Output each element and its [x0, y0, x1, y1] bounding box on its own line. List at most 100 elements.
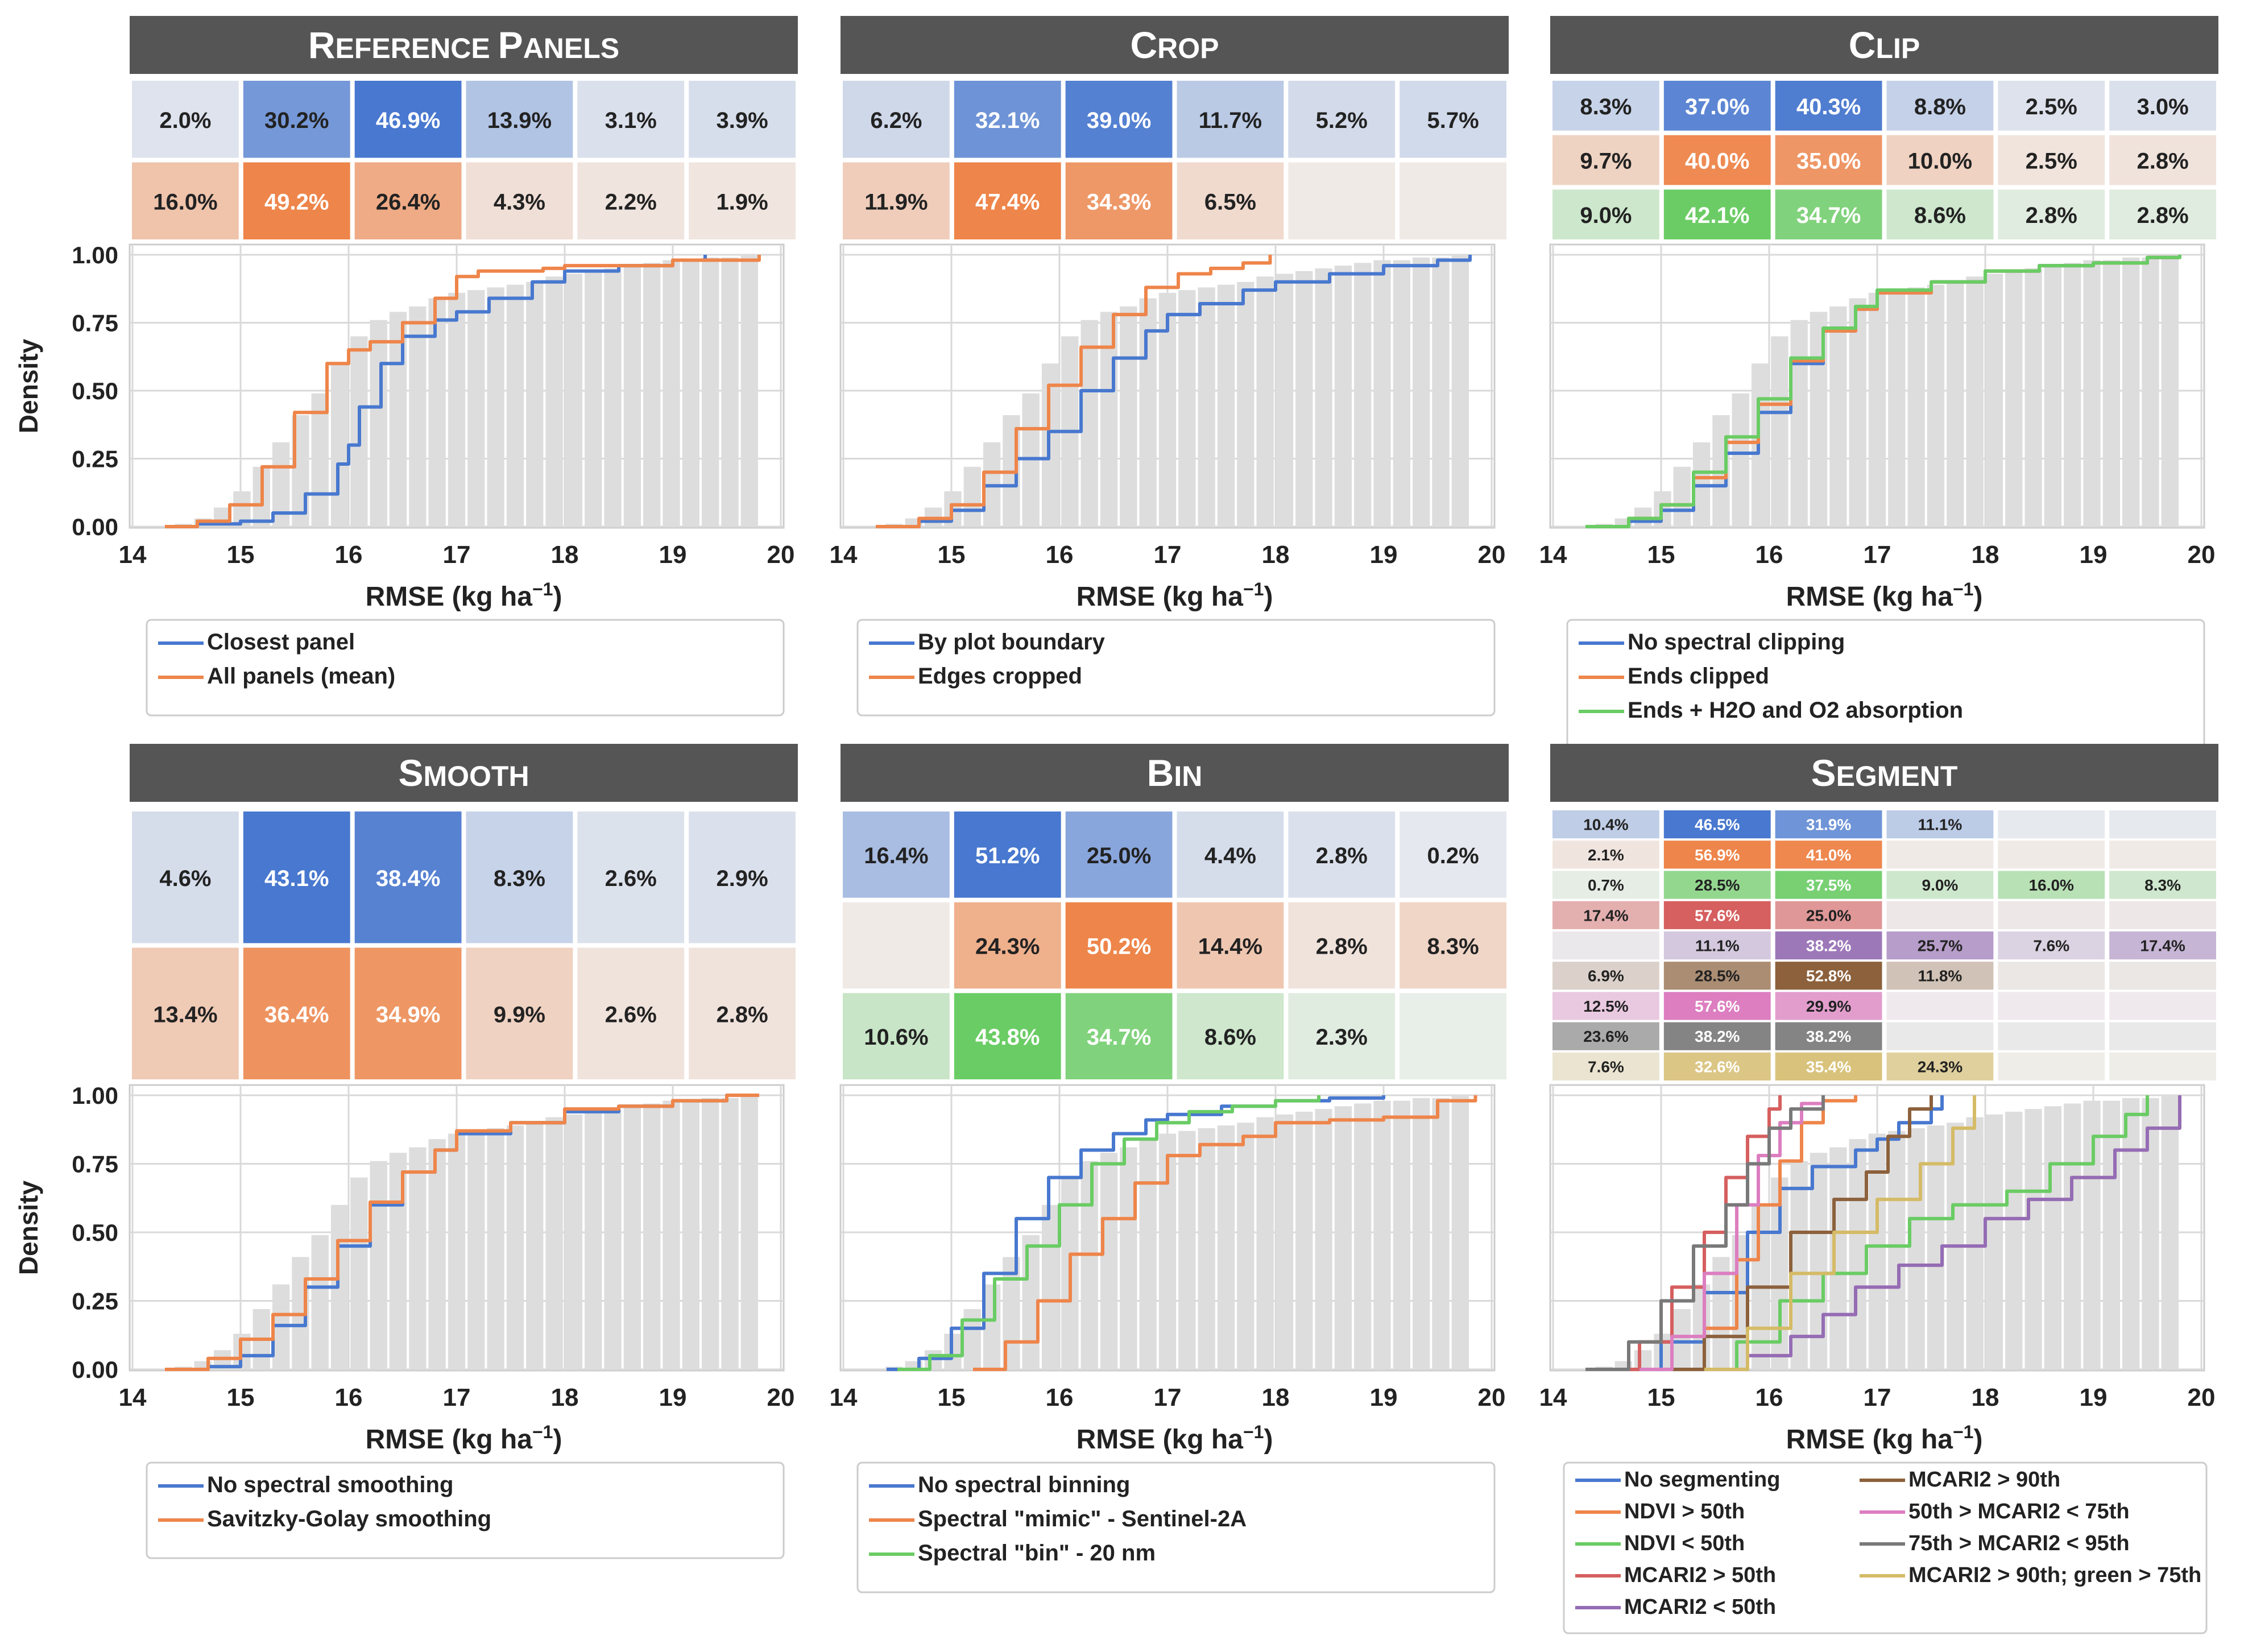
heatmap-value: 12.5%	[1583, 997, 1628, 1015]
heatmap-cell	[1775, 962, 1882, 990]
hist-bar	[1315, 268, 1332, 527]
heatmap-cell	[954, 162, 1061, 239]
x-tick-label: 18	[1972, 541, 1999, 569]
legend-label: MCARI2 > 90th	[1908, 1468, 2060, 1492]
heatmap-cell	[1663, 81, 1771, 131]
hist-bar	[1315, 1109, 1332, 1369]
heatmap-cell	[1775, 901, 1882, 929]
heatmap-value: 35.4%	[1806, 1058, 1851, 1075]
legend: No spectral clipping Ends clipped Ends + H…	[1566, 619, 2205, 751]
x-tick-label: 17	[1154, 541, 1182, 569]
heatmap-cell	[1886, 901, 1994, 929]
heatmap-value: 7.6%	[2033, 937, 2069, 955]
heatmap-value: 43.1%	[264, 866, 329, 891]
heatmap-value: 52.8%	[1806, 967, 1851, 985]
hist-bar	[565, 274, 583, 527]
hist-bar	[1295, 271, 1313, 527]
y-tick-label: 0.00	[72, 1356, 118, 1383]
hist-bar	[1673, 1309, 1691, 1369]
hist-bar	[1393, 260, 1411, 527]
heatmap-value: 51.2%	[975, 843, 1040, 868]
x-tick-label: 14	[1539, 541, 1567, 569]
panel-title: SEGMENT	[1811, 752, 1958, 794]
hist-bar	[1080, 320, 1098, 527]
heatmap-cell	[1663, 931, 1771, 960]
hist-bar	[702, 257, 719, 527]
heatmap-value: 8.3%	[1580, 94, 1632, 119]
hist-bar	[1966, 1117, 1984, 1369]
x-axis-label: RMSE (kg ha−1)	[1786, 579, 1983, 612]
heatmap-value: 29.9%	[1806, 997, 1851, 1015]
hist-bar	[623, 266, 641, 527]
hist-bar	[506, 1125, 524, 1369]
heatmap-value: 14.4%	[1198, 934, 1262, 959]
heatmap-cell	[1998, 992, 2105, 1020]
y-tick-label: 0.25	[72, 1288, 118, 1315]
hist-bar	[1829, 1147, 1847, 1369]
series-line	[165, 255, 707, 528]
legend-label: 75th > MCARI2 < 95th	[1908, 1531, 2130, 1555]
heatmap-value: 40.0%	[1685, 149, 1749, 174]
heatmap-value: 11.8%	[1918, 967, 1962, 985]
heatmap-cell	[354, 162, 462, 239]
hist-bar	[311, 393, 329, 527]
heatmap-cell	[1177, 811, 1284, 898]
heatmap-cell	[2109, 81, 2216, 131]
hist-bar	[1334, 266, 1352, 527]
heatmap-value: 49.2%	[264, 189, 329, 214]
heatmap-cell	[1663, 1052, 1771, 1080]
series-line	[876, 255, 1272, 528]
heatmap-cell	[1775, 81, 1882, 131]
hist-bar	[487, 1128, 504, 1369]
hist-bar	[1276, 274, 1294, 527]
panel-title-bar	[841, 16, 1509, 74]
panel-title-bar	[1550, 744, 2218, 802]
heatmap-value: 28.5%	[1695, 876, 1740, 894]
heatmap-value: 9.7%	[1580, 149, 1632, 174]
heatmap-cell	[843, 993, 950, 1079]
heatmap-value: 17.4%	[2140, 937, 2185, 955]
hist-bar	[506, 284, 524, 527]
legend-box	[146, 619, 785, 717]
heatmap-value: 34.3%	[1087, 189, 1151, 214]
hist-bar	[1178, 290, 1196, 527]
hist-bar	[1139, 298, 1157, 527]
legend-label: Spectral "mimic" - Sentinel-2A	[918, 1506, 1247, 1531]
panel-segment: SEGMENT 10.4% 46.5% 31.9% 11.1% 2.1% 56.9% 41.0…	[1539, 744, 2218, 1634]
hist-bar	[1849, 1139, 1866, 1369]
legend-label: Closest panel	[207, 630, 355, 655]
panel-clip: CLIP 8.3% 37.0% 40.3% 8.8% 2.5% 3.0% 9.7% 40.0% 3…	[1539, 16, 2218, 751]
panel-title-bar	[1550, 16, 2218, 74]
heatmap-value: 0.2%	[1427, 843, 1479, 868]
hist-bar	[1354, 1103, 1372, 1369]
heatmap-cell	[1663, 871, 1771, 899]
hist-bar	[2142, 1098, 2159, 1369]
heatmap-value: 43.8%	[975, 1025, 1040, 1050]
hist-bar	[1432, 257, 1450, 527]
hist-bar	[1393, 1100, 1411, 1369]
x-tick-label: 15	[938, 1384, 966, 1411]
heatmap-value: 34.7%	[1796, 203, 1861, 228]
heatmap-cell	[1065, 993, 1173, 1079]
heatmap-cell	[132, 162, 239, 239]
legend-label: By plot boundary	[918, 630, 1106, 655]
heatmap-cell	[1552, 81, 1659, 131]
x-tick-label: 20	[1478, 541, 1506, 569]
heatmap-value: 6.2%	[870, 108, 922, 133]
hist-bar	[2024, 268, 2042, 527]
heatmap-cell	[1886, 871, 1994, 899]
heatmap-cell	[132, 947, 239, 1079]
heatmap-value: 23.6%	[1583, 1028, 1628, 1045]
hist-bar	[604, 268, 622, 527]
heatmap-cell	[1998, 1052, 2105, 1080]
hist-bar	[1373, 1100, 1391, 1369]
heatmap-cell	[1663, 992, 1771, 1020]
hist-bar	[702, 1098, 719, 1369]
heatmap-value: 2.8%	[2137, 149, 2188, 174]
hist-bar	[1888, 1131, 1906, 1369]
legend-label: Spectral "bin" - 20 nm	[918, 1541, 1156, 1566]
heatmap-value: 9.9%	[494, 1002, 545, 1027]
hist-bar	[2044, 266, 2062, 527]
heatmap-value: 2.8%	[1316, 934, 1368, 959]
hist-bar	[487, 287, 504, 527]
